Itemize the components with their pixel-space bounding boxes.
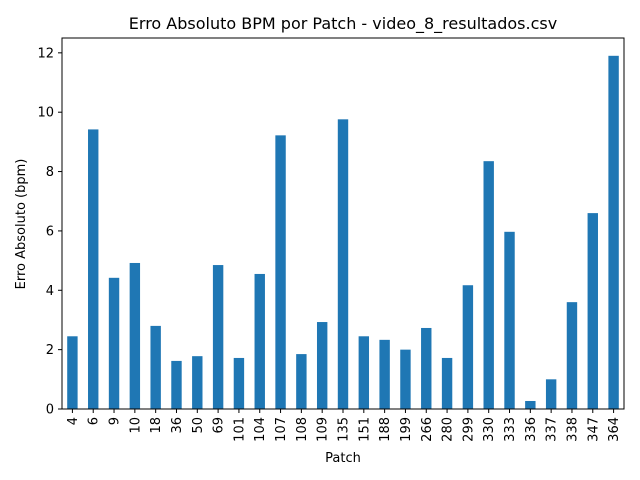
x-tick-label-364: 364 — [607, 417, 622, 442]
x-tick-label-337: 337 — [545, 417, 560, 442]
bar-50 — [192, 356, 203, 409]
x-axis: 4 6 9 10 18 36 50 69 101 104 107 108 109 135 151 188 199… — [66, 409, 622, 442]
x-tick-label-347: 347 — [586, 417, 601, 442]
y-tick-label-10: 10 — [37, 106, 54, 121]
x-tick-label-109: 109 — [316, 417, 331, 442]
bar-101 — [233, 357, 245, 409]
bar-333 — [504, 231, 515, 409]
y-axis-title: Erro Absoluto (bpm) — [14, 159, 29, 290]
bar-108 — [296, 354, 307, 409]
x-tick-label-330: 330 — [482, 417, 497, 442]
x-tick-label-18: 18 — [149, 417, 164, 434]
x-tick-label-199: 199 — [399, 417, 414, 442]
x-tick-label-9: 9 — [108, 417, 123, 425]
x-tick-label-108: 108 — [295, 417, 310, 442]
bar-135 — [337, 119, 349, 410]
x-tick-label-104: 104 — [253, 417, 268, 442]
x-tick-label-107: 107 — [274, 417, 289, 442]
bar-9 — [108, 277, 120, 409]
chart-title: Erro Absoluto BPM por Patch - video_8_re… — [129, 14, 557, 34]
x-tick-label-266: 266 — [420, 417, 435, 442]
y-tick-label-2: 2 — [46, 343, 54, 358]
x-tick-label-336: 336 — [524, 417, 539, 442]
x-tick-label-10: 10 — [128, 417, 143, 434]
bar-364 — [608, 55, 619, 410]
bar-6 — [88, 129, 99, 409]
x-tick-label-338: 338 — [565, 417, 580, 442]
x-tick-label-50: 50 — [191, 417, 206, 434]
x-tick-label-333: 333 — [503, 417, 518, 442]
bar-104 — [254, 273, 265, 409]
y-axis: 0 2 4 6 8 10 12 — [37, 46, 62, 418]
bar-151 — [358, 336, 370, 409]
bar-199 — [400, 349, 411, 409]
bar-107 — [275, 135, 286, 409]
bar-280 — [441, 357, 453, 409]
bar-266 — [421, 327, 432, 409]
bar-347 — [587, 213, 598, 409]
bar-4 — [67, 336, 78, 409]
bar-336 — [525, 400, 536, 409]
x-tick-label-101: 101 — [232, 417, 247, 442]
x-tick-label-6: 6 — [87, 417, 102, 425]
y-tick-label-6: 6 — [46, 224, 54, 239]
x-tick-label-151: 151 — [357, 417, 372, 442]
bar-337 — [545, 379, 557, 409]
x-tick-label-299: 299 — [461, 417, 476, 442]
bar-330 — [483, 161, 494, 409]
bar-18 — [150, 325, 161, 409]
x-tick-label-135: 135 — [337, 417, 352, 442]
y-tick-label-12: 12 — [37, 46, 54, 61]
bar-69 — [212, 265, 224, 409]
x-tick-label-188: 188 — [378, 417, 393, 442]
bar-109 — [316, 322, 328, 409]
y-tick-label-8: 8 — [46, 165, 54, 180]
y-tick-label-0: 0 — [46, 403, 54, 418]
x-tick-label-36: 36 — [170, 417, 185, 434]
x-axis-title: Patch — [325, 451, 361, 466]
x-tick-label-4: 4 — [66, 417, 81, 425]
bar-36 — [171, 360, 182, 409]
x-tick-label-280: 280 — [441, 417, 456, 442]
bars-group — [67, 55, 619, 410]
y-tick-label-4: 4 — [46, 284, 54, 299]
x-tick-label-69: 69 — [212, 417, 227, 434]
bar-299 — [462, 285, 474, 409]
bar-10 — [129, 262, 141, 409]
bar-188 — [379, 339, 390, 409]
bar-338 — [566, 302, 578, 409]
